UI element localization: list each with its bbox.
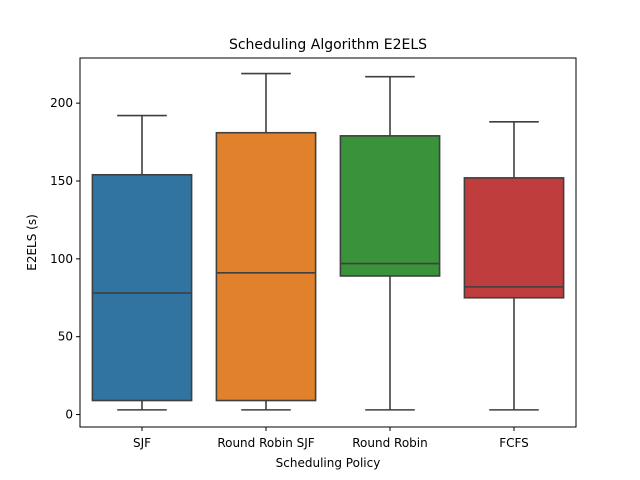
box-group: [463, 121, 565, 411]
y-tick-label: 200: [50, 96, 73, 110]
box-group: [215, 72, 317, 411]
y-tick-label: 150: [50, 174, 73, 188]
x-axis-label: Scheduling Policy: [276, 456, 381, 470]
y-tick-label: 50: [58, 330, 73, 344]
iqr-box: [339, 135, 441, 277]
y-tick-label: 0: [65, 408, 73, 422]
box-group: [91, 114, 193, 411]
plot-area: [91, 72, 565, 411]
x-tick-label: Round Robin: [352, 436, 427, 450]
x-tick-label: FCFS: [499, 436, 529, 450]
plot-frame: [79, 57, 577, 428]
iqr-box: [215, 131, 317, 402]
x-tick-label: SJF: [133, 436, 151, 450]
y-tick-label: 100: [50, 252, 73, 266]
iqr-box: [463, 177, 565, 299]
x-axis: SJF Round Robin SJF Round Robin FCFS: [133, 427, 529, 450]
box-group: [339, 75, 441, 411]
iqr-box: [91, 173, 193, 402]
x-tick-label: Round Robin SJF: [217, 436, 314, 450]
y-axis-label: E2ELS (s): [25, 214, 39, 271]
chart-title: Scheduling Algorithm E2ELS: [229, 37, 427, 53]
y-axis: 0 50 100 150 200: [50, 96, 80, 422]
